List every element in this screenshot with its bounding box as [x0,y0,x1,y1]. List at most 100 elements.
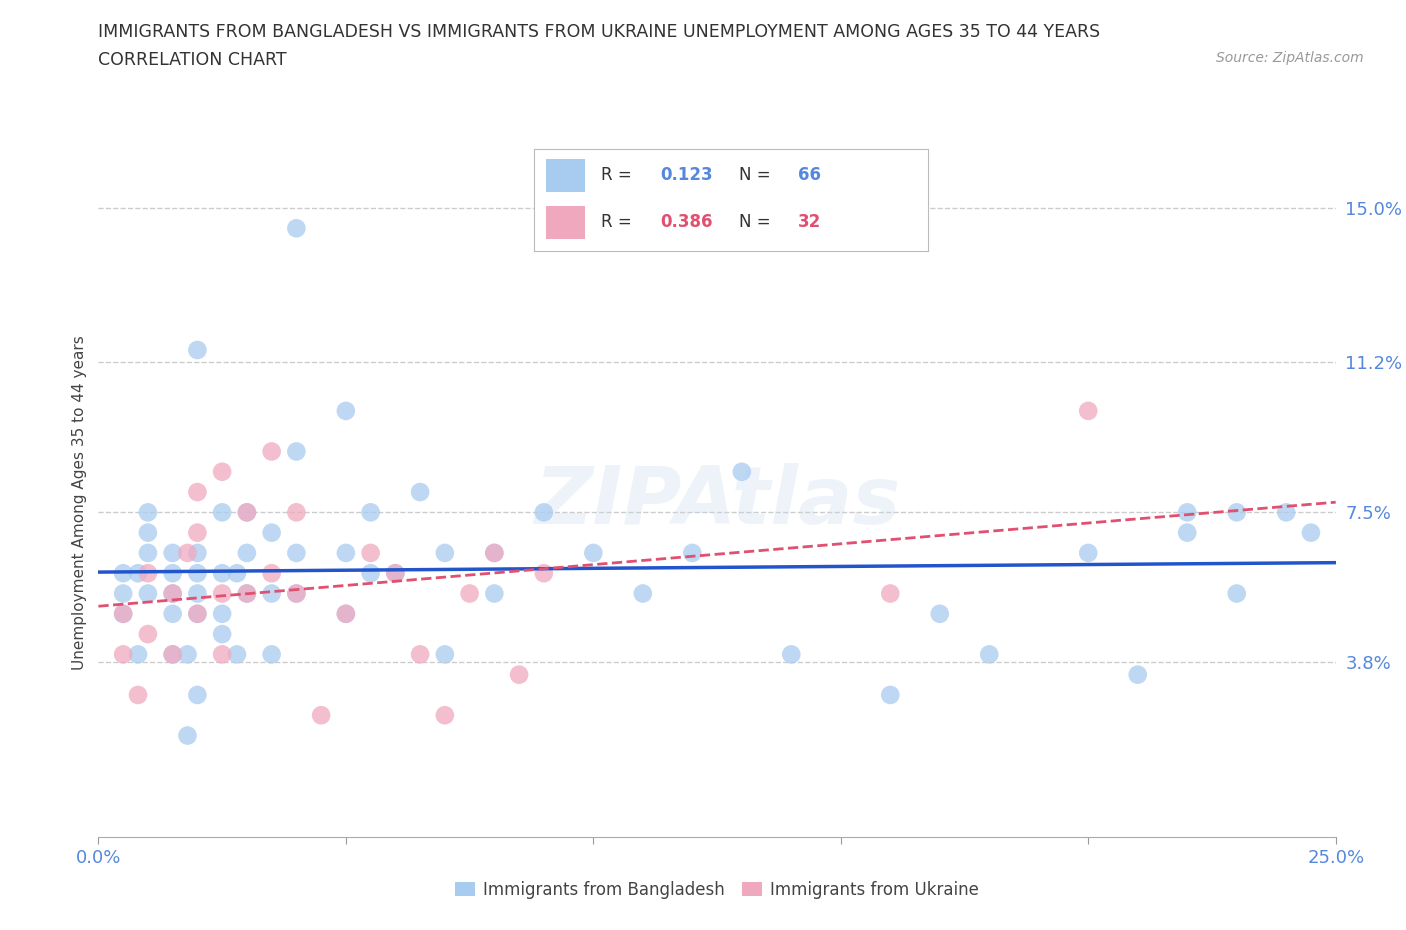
Point [186,525,208,540]
Point [136,546,159,561]
Point [979,647,1001,662]
Point [186,546,208,561]
Point [335,546,357,561]
Point [112,647,135,662]
Point [236,586,259,601]
Point [360,505,382,520]
Point [1126,667,1149,682]
Point [631,586,654,601]
Text: 32: 32 [799,214,821,232]
Point [484,586,506,601]
Point [186,342,208,357]
Point [285,586,308,601]
FancyBboxPatch shape [546,206,585,239]
Point [1299,525,1322,540]
Point [879,687,901,702]
Point [360,565,382,580]
Point [260,565,283,580]
Point [211,565,233,580]
Point [1077,404,1099,418]
Point [285,586,308,601]
Text: 0.123: 0.123 [661,166,713,184]
Point [162,586,184,601]
Point [162,565,184,580]
Point [186,606,208,621]
Point [136,525,159,540]
Point [409,485,432,499]
Point [226,647,249,662]
Point [458,586,481,601]
Point [1175,525,1198,540]
Text: ZIPAtlas: ZIPAtlas [534,463,900,541]
Point [309,708,332,723]
Point [136,565,159,580]
Y-axis label: Unemployment Among Ages 35 to 44 years: Unemployment Among Ages 35 to 44 years [72,335,87,670]
Point [211,606,233,621]
Point [1275,505,1298,520]
Point [136,586,159,601]
Point [260,586,283,601]
Point [409,647,432,662]
Point [335,606,357,621]
Text: R =: R = [602,166,637,184]
Point [136,627,159,642]
Point [582,546,605,561]
Text: 0.386: 0.386 [661,214,713,232]
Point [533,565,555,580]
Point [236,505,259,520]
Point [335,606,357,621]
Point [226,565,249,580]
Point [260,444,283,458]
Text: 66: 66 [799,166,821,184]
Point [1175,505,1198,520]
Point [211,647,233,662]
Point [1226,505,1249,520]
Point [285,220,308,235]
Point [508,667,530,682]
Point [236,586,259,601]
Point [360,546,382,561]
Point [1226,586,1249,601]
Point [285,505,308,520]
Point [186,687,208,702]
Point [211,505,233,520]
Point [335,404,357,418]
Point [384,565,406,580]
Point [127,565,149,580]
Point [162,546,184,561]
Point [433,546,456,561]
Point [260,525,283,540]
Point [162,647,184,662]
Point [112,565,135,580]
Point [433,708,456,723]
Point [186,565,208,580]
Point [285,444,308,458]
Text: Source: ZipAtlas.com: Source: ZipAtlas.com [1216,51,1364,65]
Point [484,546,506,561]
Point [112,606,135,621]
Point [162,647,184,662]
FancyBboxPatch shape [546,159,585,192]
Point [112,606,135,621]
Point [127,687,149,702]
Point [136,505,159,520]
Point [879,586,901,601]
Legend: Immigrants from Bangladesh, Immigrants from Ukraine: Immigrants from Bangladesh, Immigrants f… [449,874,986,906]
Point [211,586,233,601]
Point [127,647,149,662]
Point [186,586,208,601]
Point [260,647,283,662]
Point [162,586,184,601]
Point [176,728,198,743]
Point [186,606,208,621]
Point [731,464,754,479]
Point [780,647,803,662]
Point [928,606,950,621]
Point [162,606,184,621]
Point [1077,546,1099,561]
Text: CORRELATION CHART: CORRELATION CHART [98,51,287,69]
Point [186,485,208,499]
Point [176,546,198,561]
Point [112,586,135,601]
Point [285,546,308,561]
